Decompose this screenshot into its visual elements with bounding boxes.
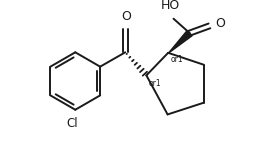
Text: O: O: [121, 10, 131, 23]
Text: HO: HO: [160, 0, 180, 12]
Text: or1: or1: [171, 55, 183, 64]
Text: O: O: [215, 17, 225, 30]
Text: Cl: Cl: [67, 117, 78, 130]
Text: or1: or1: [149, 79, 162, 88]
Polygon shape: [168, 30, 192, 53]
